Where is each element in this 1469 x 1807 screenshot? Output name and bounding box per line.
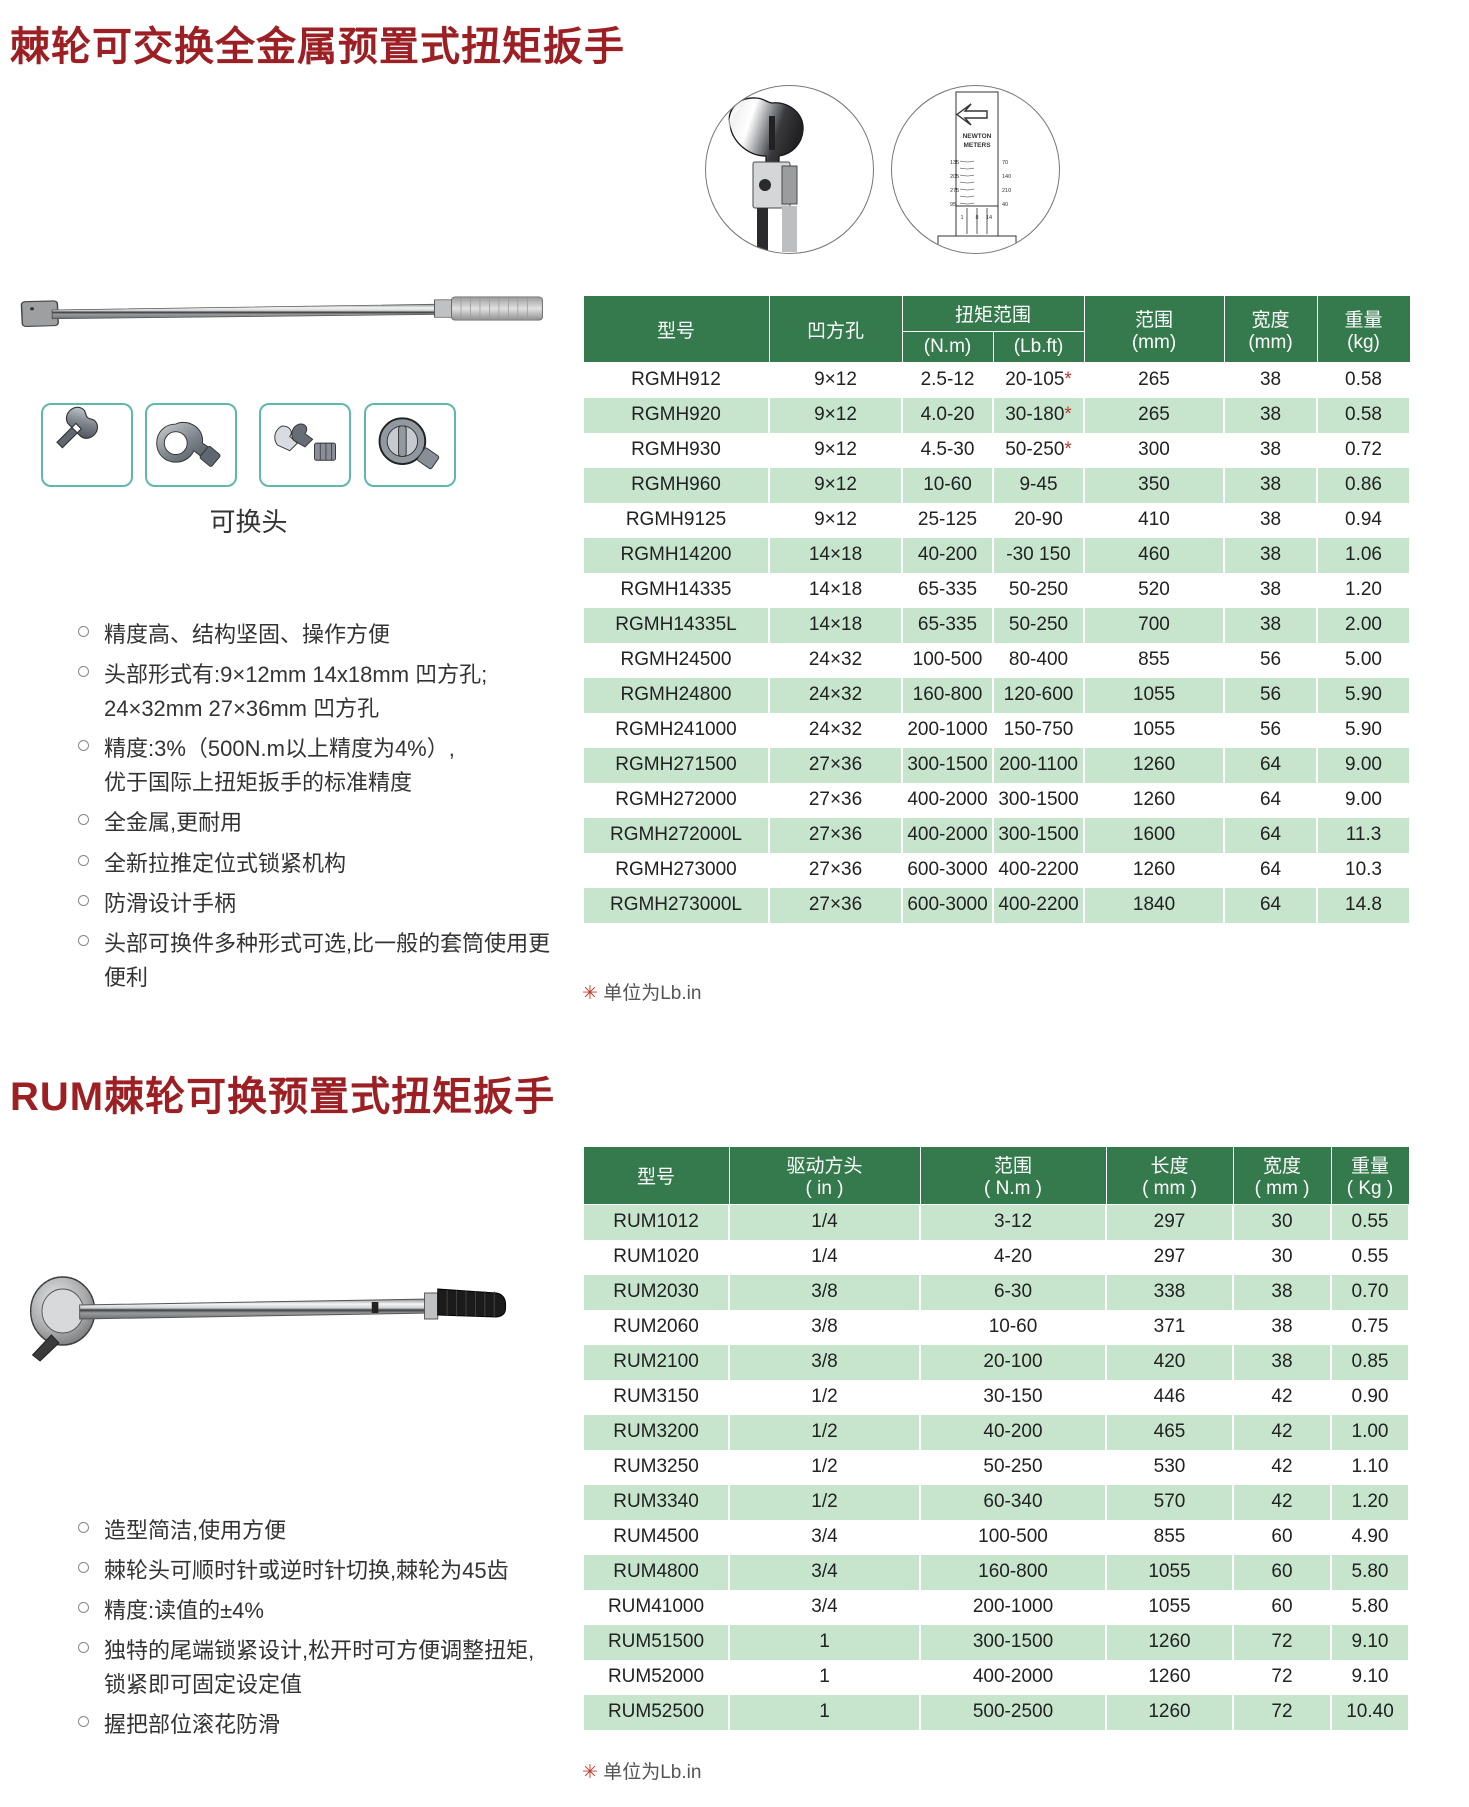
svg-text:205: 205 [950,174,959,180]
svg-text:1: 1 [960,215,963,221]
svg-text:40: 40 [1002,202,1008,208]
svg-text:70: 70 [1002,160,1008,166]
svg-text:210: 210 [1002,188,1011,194]
svg-text:140: 140 [1002,174,1011,180]
svg-text:8: 8 [975,215,978,221]
svg-text:METERS: METERS [963,142,991,149]
svg-text:275: 275 [950,188,959,194]
svg-text:95: 95 [950,202,956,208]
svg-text:135: 135 [950,160,959,166]
svg-text:14: 14 [986,215,992,221]
svg-text:NEWTON: NEWTON [963,133,992,140]
